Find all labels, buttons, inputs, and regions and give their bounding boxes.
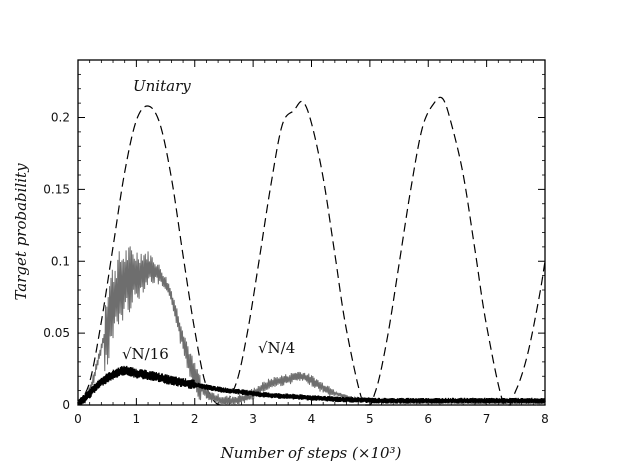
y-tick-label: 0.2 — [51, 111, 70, 125]
x-tick-label: 2 — [191, 412, 199, 426]
x-tick-label: 5 — [366, 412, 374, 426]
series-line-0 — [77, 96, 546, 406]
x-tick-label: 7 — [483, 412, 491, 426]
x-tick-label: 6 — [424, 412, 432, 426]
y-tick-label: 0.15 — [43, 182, 70, 196]
annotation-sqrtN-4: √N/4 — [258, 339, 295, 357]
x-tick-label: 4 — [308, 412, 316, 426]
tick-labels: 0 1 2 3 4 5 6 7 8 0 0.05 0.1 0.15 0.2 — [43, 111, 549, 427]
y-tick-label: 0.05 — [43, 326, 70, 340]
x-tick-label: 1 — [133, 412, 141, 426]
x-axis-title: Number of steps (×10³) — [220, 444, 402, 462]
annotation-sqrtN-16: √N/16 — [122, 345, 169, 363]
series-line-1 — [77, 246, 546, 406]
y-tick-label: 0.1 — [51, 254, 70, 268]
x-tick-label: 3 — [249, 412, 257, 426]
series-line-2 — [77, 365, 546, 406]
x-tick-label: 0 — [74, 412, 82, 426]
x-tick-label: 8 — [541, 412, 549, 426]
y-tick-label: 0 — [62, 398, 70, 412]
y-axis-title: Target probability — [12, 163, 30, 301]
series-layer — [77, 96, 546, 406]
annotation-unitary: Unitary — [133, 77, 191, 95]
